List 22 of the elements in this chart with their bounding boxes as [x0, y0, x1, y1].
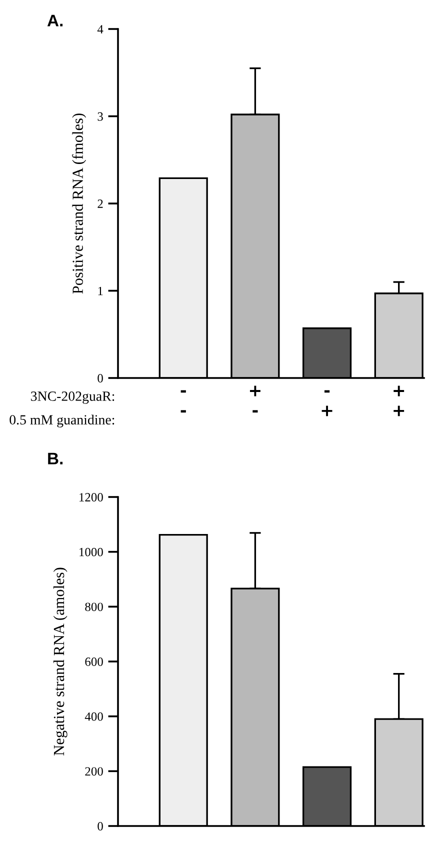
y-tick-label: 200 [85, 767, 103, 776]
y-tick-label: 600 [85, 658, 103, 666]
y-tick-label: 400 [84, 712, 103, 721]
y-tick-label: 3 [98, 112, 103, 121]
chart-title: A. [47, 14, 63, 26]
y-tick-label: 0 [98, 822, 103, 830]
text: 3NC-202guaR: [31, 392, 114, 404]
chart-title: B. [48, 452, 63, 464]
y-tick-label: 1000 [80, 548, 103, 556]
x-tick-label: - + [322, 390, 332, 416]
text: 0.5 mM guanidine: [10, 414, 114, 428]
y-axis-title: Positive strand RNA (fmoles) [72, 114, 86, 294]
y-tick-label: 2 [98, 200, 103, 208]
y-tick-label: 1200 [80, 493, 103, 502]
y-axis-title: Negative strand RNA (amoles) [53, 568, 68, 756]
x-tick-label: + - [250, 386, 260, 413]
y-tick-label: 1 [98, 286, 103, 296]
y-tick-label: 800 [85, 602, 103, 612]
y-tick-label: 0 [98, 374, 103, 382]
x-tick-label: - - [180, 390, 186, 413]
y-tick-label: 4 [97, 25, 104, 34]
x-tick-label: + + [394, 386, 404, 416]
